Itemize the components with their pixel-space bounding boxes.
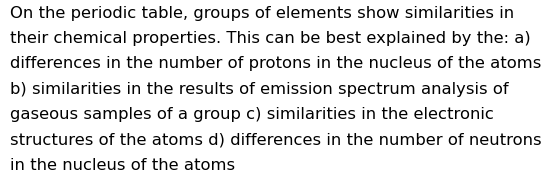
Text: gaseous samples of a group c) similarities in the electronic: gaseous samples of a group c) similariti… — [10, 107, 494, 122]
Text: in the nucleus of the atoms: in the nucleus of the atoms — [10, 158, 235, 173]
Text: b) similarities in the results of emission spectrum analysis of: b) similarities in the results of emissi… — [10, 82, 509, 97]
Text: On the periodic table, groups of elements show similarities in: On the periodic table, groups of element… — [10, 6, 514, 21]
Text: their chemical properties. This can be best explained by the: a): their chemical properties. This can be b… — [10, 31, 531, 46]
Text: differences in the number of protons in the nucleus of the atoms: differences in the number of protons in … — [10, 56, 541, 71]
Text: structures of the atoms d) differences in the number of neutrons: structures of the atoms d) differences i… — [10, 133, 542, 148]
